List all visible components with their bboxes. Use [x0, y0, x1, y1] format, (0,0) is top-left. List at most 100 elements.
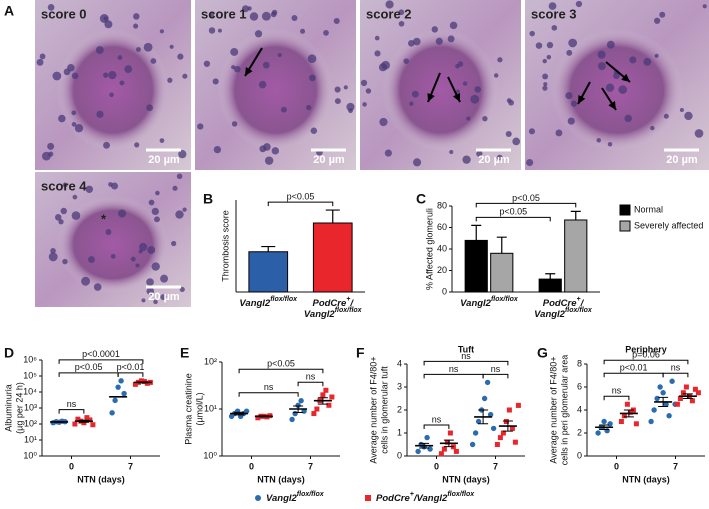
nucleus [217, 28, 222, 33]
nucleus [413, 158, 422, 167]
nucleus [546, 41, 554, 49]
nucleus [176, 173, 183, 180]
nucleus [60, 207, 67, 215]
y-tick-label: 10³ [24, 402, 37, 412]
y-tick-label: 80 [437, 200, 447, 210]
nucleus [99, 14, 109, 23]
nucleus [262, 61, 270, 69]
error-bar [502, 420, 513, 432]
error-bar [293, 405, 304, 414]
nucleus [333, 17, 340, 24]
y-tick-label: 10⁰ [23, 450, 37, 460]
superscript: flox/flox [270, 296, 298, 303]
panel-label: F [356, 345, 365, 361]
nucleus [385, 0, 394, 9]
nucleus [88, 256, 95, 264]
superscript: + [577, 296, 581, 303]
data-point [298, 398, 304, 404]
data-point [444, 439, 450, 445]
significance-label: ns [306, 372, 316, 382]
nucleus [108, 182, 113, 187]
data-point [663, 401, 669, 407]
nucleus [54, 214, 62, 221]
glomerulus [550, 28, 684, 152]
nucleus [95, 46, 104, 55]
asterisk: * [101, 211, 107, 226]
legend-label: PodCre+/Vangl2flox/flox [376, 491, 475, 503]
superscript: + [410, 491, 414, 498]
data-point [295, 402, 301, 408]
bar [564, 219, 588, 293]
nucleus [231, 121, 238, 127]
nucleus [374, 50, 381, 57]
x-axis-label: NTN (days) [442, 474, 490, 484]
significance-bracket [662, 372, 689, 378]
data-point [289, 416, 295, 423]
score-label: score 1 [201, 6, 247, 21]
nucleus [52, 71, 62, 81]
nucleus [497, 57, 503, 63]
chart-title: Periphery [625, 344, 667, 354]
nucleus [596, 138, 601, 143]
scale-label: 20 µm [478, 154, 510, 166]
nucleus [138, 249, 143, 254]
nucleus [512, 137, 521, 146]
score-label: score 0 [41, 6, 87, 21]
y-tick-label: 10¹ [24, 434, 37, 444]
significance-bracket [482, 373, 509, 379]
nucleus [360, 79, 368, 87]
nucleus [108, 70, 117, 80]
y-tick-label: 40 [437, 243, 447, 253]
y-tick-label: 8 [577, 358, 582, 368]
nucleus [231, 65, 236, 70]
nucleus [663, 113, 669, 119]
nucleus [213, 145, 222, 154]
legend-swatch [619, 204, 631, 216]
panel-label: E [180, 345, 189, 361]
nucleus [542, 85, 548, 91]
nucleus [72, 194, 78, 200]
nucleus [482, 115, 488, 122]
nucleus [431, 26, 439, 33]
data-point [314, 406, 320, 412]
y-tick-label: 6 [577, 381, 582, 391]
nucleus [334, 86, 341, 93]
nucleus [348, 108, 353, 114]
data-point [292, 410, 298, 417]
nucleus [160, 274, 169, 283]
x-tick-label: 7 [308, 461, 313, 471]
significance-bracket [58, 372, 119, 377]
nucleus [169, 44, 174, 49]
nucleus [159, 29, 165, 34]
nucleus [136, 47, 141, 52]
data-point [109, 410, 115, 416]
x-tick-label: Vangl2flox/flox [239, 296, 298, 308]
data-point [115, 384, 121, 390]
nucleus [466, 116, 471, 121]
nucleus [58, 219, 64, 225]
text-span: Vangl2 [239, 298, 271, 309]
y-tick-label: 10² [204, 356, 217, 366]
significance-bracket [603, 395, 630, 401]
significance-bracket [58, 359, 144, 364]
text-span: Vangl2 [534, 309, 566, 320]
nucleus [151, 207, 159, 216]
nucleus [462, 81, 468, 86]
nucleus [398, 20, 405, 27]
nucleus [384, 149, 392, 157]
nucleus [48, 151, 54, 157]
nucleus [153, 299, 158, 305]
panel-label: B [203, 191, 213, 207]
significance-label: p=0.06 [632, 350, 660, 360]
nucleus [529, 30, 535, 37]
x-tick-label: Vangl2flox/flox [534, 307, 593, 319]
nucleus [476, 150, 483, 157]
data-point [689, 398, 695, 404]
data-point [657, 384, 663, 390]
nucleus [403, 58, 410, 64]
data-point [651, 407, 657, 413]
nucleus [546, 54, 552, 60]
data-point [326, 402, 332, 408]
glomerulus [56, 28, 170, 152]
panel-label: G [537, 345, 548, 361]
